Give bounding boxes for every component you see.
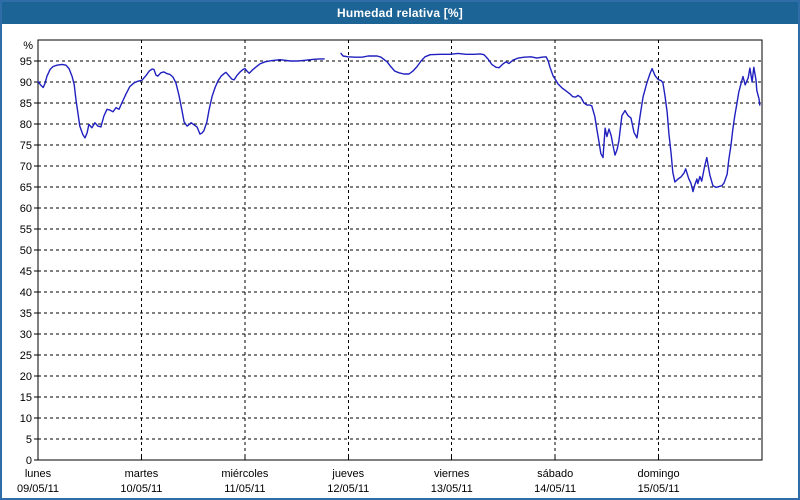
day-name-label: miércoles — [221, 468, 269, 480]
day-date-label: 10/05/11 — [120, 483, 162, 495]
day-name-label: jueves — [331, 468, 364, 480]
svg-text:90: 90 — [20, 77, 32, 89]
plot-border — [37, 39, 763, 461]
svg-text:75: 75 — [20, 140, 32, 152]
svg-text:5: 5 — [26, 434, 32, 446]
day-name-label: lunes — [25, 468, 52, 480]
window-title: Humedad relativa [%] — [336, 6, 464, 20]
axis-ticks — [34, 60, 763, 461]
grid-lines — [38, 40, 762, 460]
x-axis-labels: lunes 09/05/11 martes 10/05/11 miércoles 11/0… — [17, 468, 680, 495]
svg-text:95: 95 — [20, 56, 32, 68]
svg-text:65: 65 — [20, 182, 32, 194]
day-name-label: viernes — [434, 468, 470, 480]
day-name-label: martes — [125, 468, 159, 480]
svg-text:10: 10 — [20, 413, 32, 425]
chart-canvas: 0 5 10 15 20 25 30 35 40 45 50 55 60 65 70 75 80 85 90 95% l… — [17, 39, 763, 495]
svg-text:80: 80 — [20, 119, 32, 131]
svg-text:25: 25 — [20, 350, 32, 362]
day-date-label: 13/05/11 — [431, 483, 473, 495]
day-date-label: 11/05/11 — [224, 483, 265, 495]
y-axis-labels: 0 5 10 15 20 25 30 35 40 45 50 55 60 65 70 75 80 85 90 95% — [20, 40, 33, 467]
day-name-label: domingo — [637, 468, 679, 480]
svg-text:45: 45 — [20, 266, 32, 278]
svg-text:20: 20 — [20, 371, 32, 383]
svg-text:15: 15 — [20, 392, 32, 404]
svg-text:85: 85 — [20, 98, 32, 110]
humidity-chart: 0 5 10 15 20 25 30 35 40 45 50 55 60 65 70 75 80 85 90 95% l… — [2, 24, 798, 498]
svg-text:70: 70 — [20, 161, 32, 173]
y-axis-unit: % — [23, 40, 33, 52]
svg-text:40: 40 — [20, 287, 32, 299]
day-date-label: 12/05/11 — [327, 483, 369, 495]
day-date-label: 15/05/11 — [638, 483, 680, 495]
title-bar: Humedad relativa [%] — [2, 2, 798, 24]
svg-text:30: 30 — [20, 329, 32, 341]
day-date-label: 14/05/11 — [534, 483, 576, 495]
series-line — [37, 52, 761, 193]
svg-text:60: 60 — [20, 203, 32, 215]
svg-text:35: 35 — [20, 308, 32, 320]
day-date-label: 09/05/11 — [17, 483, 59, 495]
svg-text:55: 55 — [20, 224, 32, 236]
day-name-label: sábado — [537, 468, 573, 480]
svg-text:50: 50 — [20, 245, 32, 257]
svg-text:0: 0 — [26, 455, 32, 467]
